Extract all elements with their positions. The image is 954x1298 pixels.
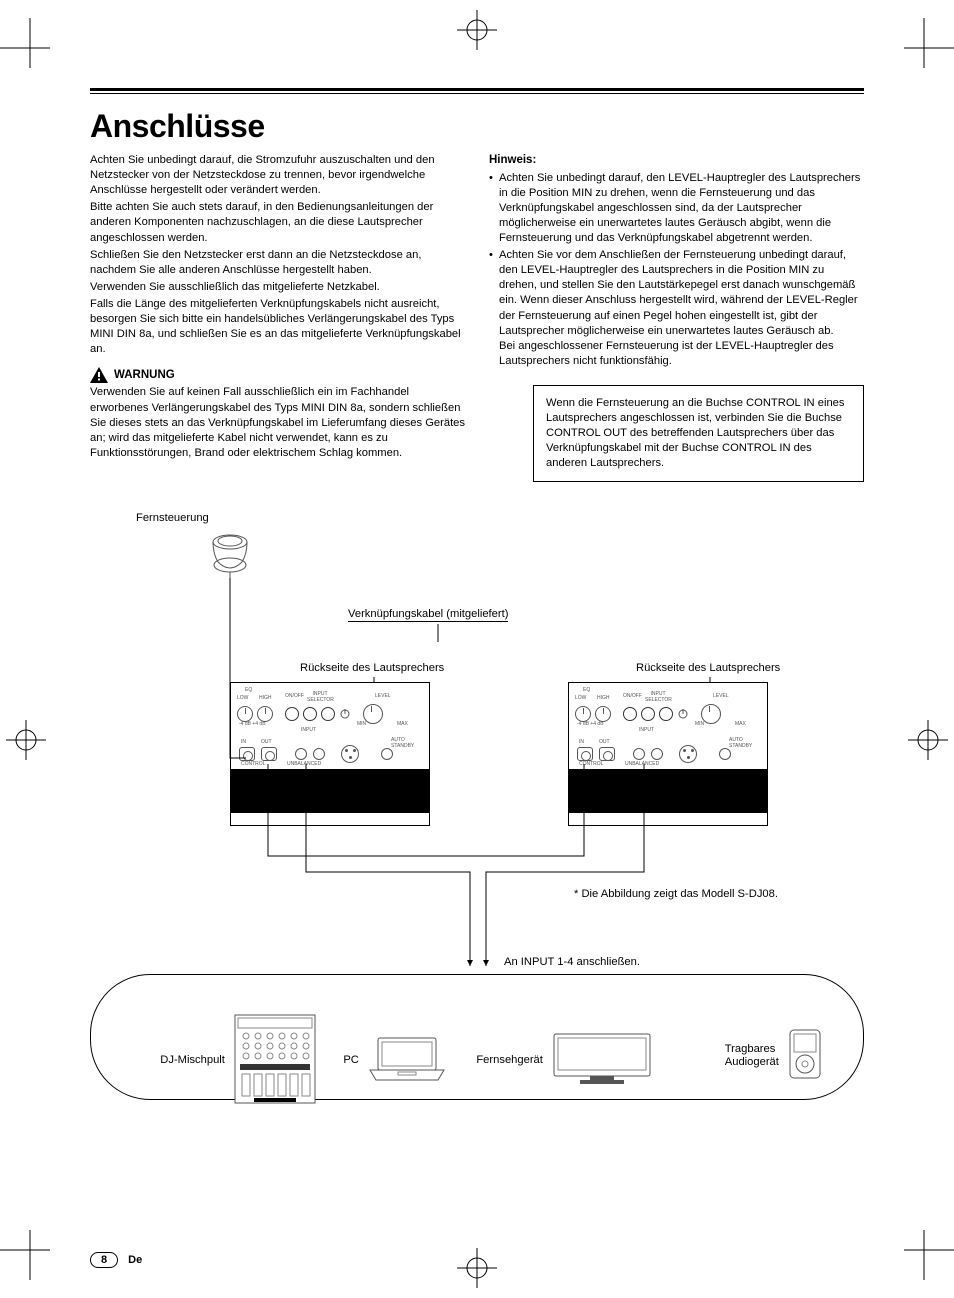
- left-column: Achten Sie unbedingt darauf, die Stromzu…: [90, 153, 465, 482]
- speaker-back-right: EQ LOW HIGH ON/OFF INPUT SELECTOR LEVEL …: [568, 682, 768, 826]
- para: Verwenden Sie ausschließlich das mitgeli…: [90, 280, 465, 295]
- tv-icon: [552, 1032, 652, 1086]
- page-lang: De: [128, 1254, 142, 1266]
- right-column: Hinweis: Achten Sie unbedingt darauf, de…: [489, 153, 864, 482]
- hinweis-label: Hinweis:: [489, 153, 864, 169]
- page-title: Anschlüsse: [90, 108, 864, 145]
- para: Falls die Länge des mitgelieferten Verkn…: [90, 297, 465, 357]
- device-tv: Fernsehgerät: [452, 1032, 652, 1089]
- link-cable-label: Verknüpfungskabel (mitgeliefert): [348, 608, 508, 622]
- power-icon: [339, 708, 351, 720]
- page-number: 8: [90, 1252, 118, 1268]
- remote-label: Fernsteuerung: [136, 512, 209, 524]
- top-rule: [90, 88, 864, 94]
- mixer-icon: [234, 1014, 316, 1104]
- warning-text: Verwenden Sie auf keinen Fall ausschließ…: [90, 385, 465, 461]
- para: Bitte achten Sie auch stets darauf, in d…: [90, 200, 465, 245]
- input-note: An INPUT 1-4 anschließen.: [504, 956, 640, 968]
- warning-header: WARNUNG: [90, 367, 465, 383]
- back-label-left: Rückseite des Lautsprechers: [300, 662, 444, 674]
- page-footer: 8 De: [90, 1252, 142, 1268]
- note-box: Wenn die Fernsteuerung an die Buchse CON…: [533, 385, 864, 483]
- notes-list: Achten Sie unbedingt darauf, den LEVEL-H…: [489, 171, 864, 369]
- two-columns: Achten Sie unbedingt darauf, die Stromzu…: [90, 153, 864, 482]
- back-label-right: Rückseite des Lautsprechers: [636, 662, 780, 674]
- para: Achten Sie unbedingt darauf, die Stromzu…: [90, 153, 465, 198]
- power-icon: [677, 708, 689, 720]
- note-item: Achten Sie unbedingt darauf, den LEVEL-H…: [489, 171, 864, 247]
- portable-audio-icon: [788, 1028, 822, 1080]
- note-item: Achten Sie vor dem Anschließen der Ferns…: [489, 248, 864, 369]
- warning-label: WARNUNG: [114, 368, 175, 384]
- speaker-back-left: EQ LOW HIGH ON/OFF INPUT SELECTOR LEVEL …: [230, 682, 430, 826]
- warning-icon: [90, 367, 108, 383]
- page-content: Anschlüsse Achten Sie unbedingt darauf, …: [90, 88, 864, 1152]
- device-mixer: DJ-Mischpult: [116, 1014, 316, 1107]
- connection-diagram: Fernsteuerung Verknüpfungskabel (mitgeli…: [90, 512, 864, 1152]
- model-note: * Die Abbildung zeigt das Modell S-DJ08.: [574, 888, 778, 900]
- remote-icon: [208, 532, 252, 578]
- laptop-icon: [368, 1036, 446, 1082]
- device-portable: Tragbares Audiogerät: [662, 1028, 822, 1083]
- device-pc: PC: [326, 1036, 446, 1085]
- para: Schließen Sie den Netzstecker erst dann …: [90, 248, 465, 278]
